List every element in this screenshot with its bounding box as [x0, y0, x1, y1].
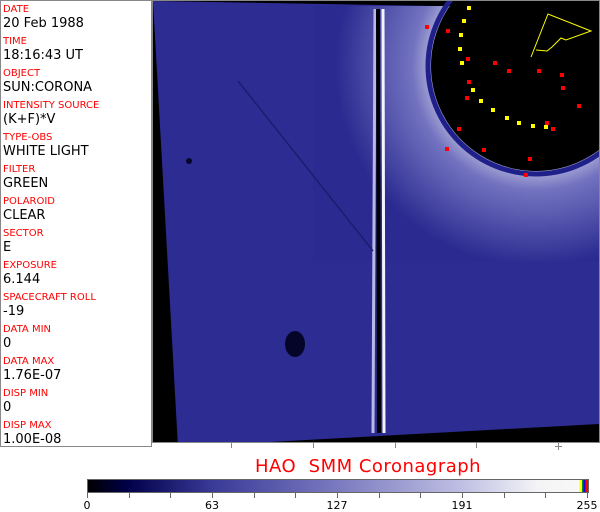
colorbar-tick: [545, 492, 547, 498]
colorbar-tick: [212, 492, 213, 498]
axis-tick: [231, 442, 232, 448]
colorbar-tick: [337, 492, 338, 498]
colorbar-tick: [587, 492, 588, 498]
field-value: 1.00E-08: [3, 432, 62, 447]
colorbar-tick: [462, 492, 463, 498]
occulter-pylon: [376, 8, 381, 434]
field-value: 6.144: [3, 272, 41, 287]
field-value: SUN:CORONA: [3, 80, 93, 95]
colorbar-tick-label: 255: [576, 499, 598, 512]
field-value: 20 Feb 1988: [3, 16, 84, 31]
colorbar-tick-label: 63: [205, 499, 219, 512]
field-value: CLEAR: [3, 208, 46, 223]
colorbar-tick: [170, 492, 172, 498]
field-label: OBJECT: [3, 68, 41, 79]
field-label: DISP MIN: [3, 388, 49, 399]
colorbar-tick-label: 127: [326, 499, 348, 512]
grid-markers: [458, 6, 548, 129]
coronagraph-image: [152, 0, 600, 443]
occulter-pylon-bright: [381, 8, 386, 434]
orientation-arrow: [530, 13, 593, 58]
occulter-pylon-edge: [371, 8, 377, 434]
field-value: 18:16:43 UT: [3, 48, 83, 63]
colorbar-tick: [253, 492, 255, 498]
field-value: GREEN: [3, 176, 49, 191]
colorbar: [87, 479, 589, 493]
colorbar-tick: [295, 492, 297, 498]
axis-tick: [395, 442, 396, 448]
field-value: 0: [3, 400, 12, 415]
field-label: DISP MAX: [3, 420, 52, 431]
axis-tick: [555, 446, 562, 447]
instrument-title: HAO SMM Coronagraph: [255, 456, 482, 477]
field-label: SECTOR: [3, 228, 44, 239]
dust-spot: [285, 331, 305, 357]
field-label: DATE: [3, 4, 30, 15]
field-value: 0: [3, 336, 12, 351]
field-label: TIME: [3, 36, 28, 47]
field-label: POLAROID: [3, 196, 56, 207]
field-value: -19: [3, 304, 25, 319]
field-value: (K+F)*V: [3, 112, 56, 127]
field-label: DATA MIN: [3, 324, 51, 335]
field-label: SPACECRAFT ROLL: [3, 292, 96, 303]
colorbar-tick: [378, 492, 380, 498]
axis-tick: [313, 442, 314, 448]
field-label: INTENSITY SOURCE: [3, 100, 100, 111]
axis-tick: [476, 442, 477, 448]
colorbar-tick: [503, 492, 505, 498]
field-label: TYPE-OBS: [3, 132, 53, 143]
colorbar-tick-label: 191: [451, 499, 473, 512]
metadata-panel: DATE 20 Feb 1988 TIME 18:16:43 UT OBJECT SUN:…: [0, 0, 152, 447]
coronagraph-image-svg: [153, 1, 599, 442]
field-label: DATA MAX: [3, 356, 55, 367]
colorbar-tick-label: 0: [83, 499, 91, 512]
field-label: EXPOSURE: [3, 260, 58, 271]
streak: [237, 80, 374, 252]
coronal-brightening: [313, 6, 599, 261]
occulter-ring: [425, 1, 599, 177]
colorbar-tick: [420, 492, 422, 498]
field-value: E: [3, 240, 12, 255]
position-markers: [425, 25, 581, 177]
field-value: WHITE LIGHT: [3, 144, 89, 159]
field-label: FILTER: [3, 164, 36, 175]
colorbar-tick: [128, 492, 130, 498]
colorbar-tick: [87, 492, 88, 498]
dust-spot: [186, 158, 192, 164]
field-value: 1.76E-07: [3, 368, 62, 383]
